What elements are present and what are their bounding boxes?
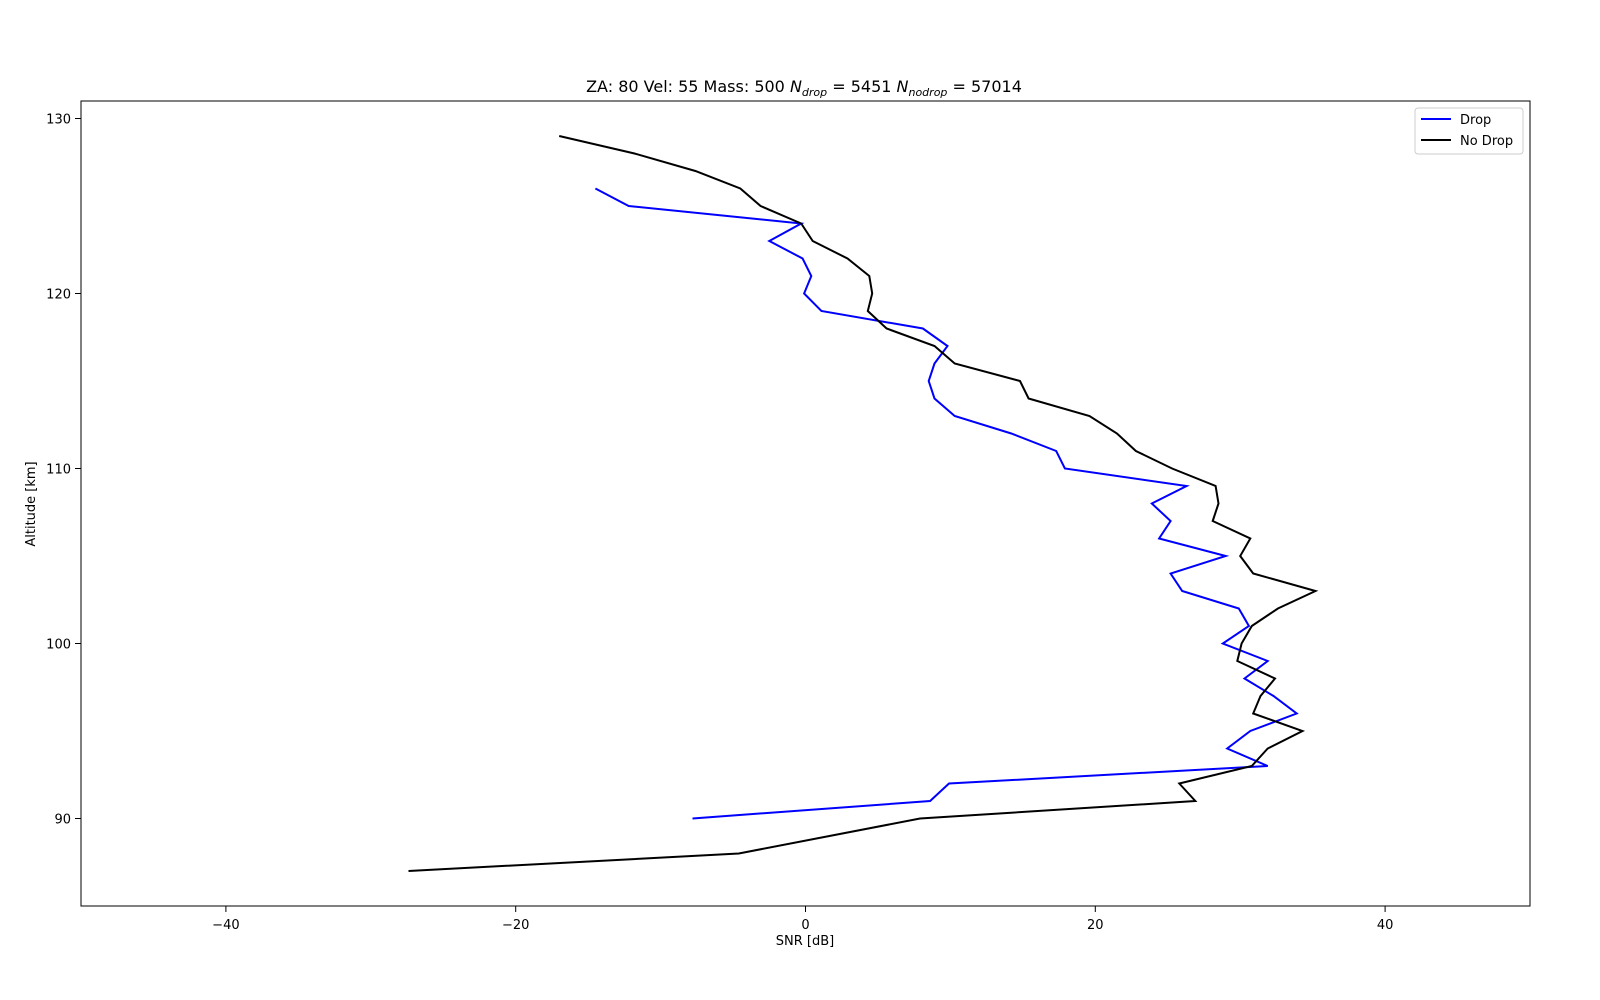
- x-tick-label: −40: [212, 918, 239, 933]
- legend-nodrop-label: No Drop: [1460, 134, 1513, 149]
- x-axis-label: SNR [dB]: [776, 934, 834, 949]
- x-tick-label: −20: [502, 918, 529, 933]
- y-tick-label: 100: [46, 638, 71, 653]
- y-tick-label: 130: [46, 113, 71, 128]
- series-line-no-drop: [408, 135, 1319, 872]
- y-tick-label: 120: [46, 288, 71, 303]
- series-layer: [408, 135, 1319, 872]
- x-tick-label: 20: [1087, 918, 1104, 933]
- y-axis-label: Altitude [km]: [24, 461, 39, 546]
- plot-area-frame: [80, 100, 1531, 907]
- x-tick-label: 40: [1377, 918, 1394, 933]
- series-line-drop: [594, 187, 1299, 820]
- x-tick-label: 0: [801, 918, 809, 933]
- x-axis: −40 −20 0 20 40: [212, 906, 1393, 933]
- y-axis: 90 100 110 120 130: [46, 113, 81, 828]
- chart-title: ZA: 80 Vel: 55 Mass: 500 Ndrop = 5451 Nn…: [586, 77, 1022, 99]
- y-tick-label: 110: [46, 463, 71, 478]
- legend-drop-label: Drop: [1460, 113, 1491, 128]
- y-tick-label: 90: [54, 813, 71, 828]
- legend: Drop No Drop: [1414, 107, 1524, 155]
